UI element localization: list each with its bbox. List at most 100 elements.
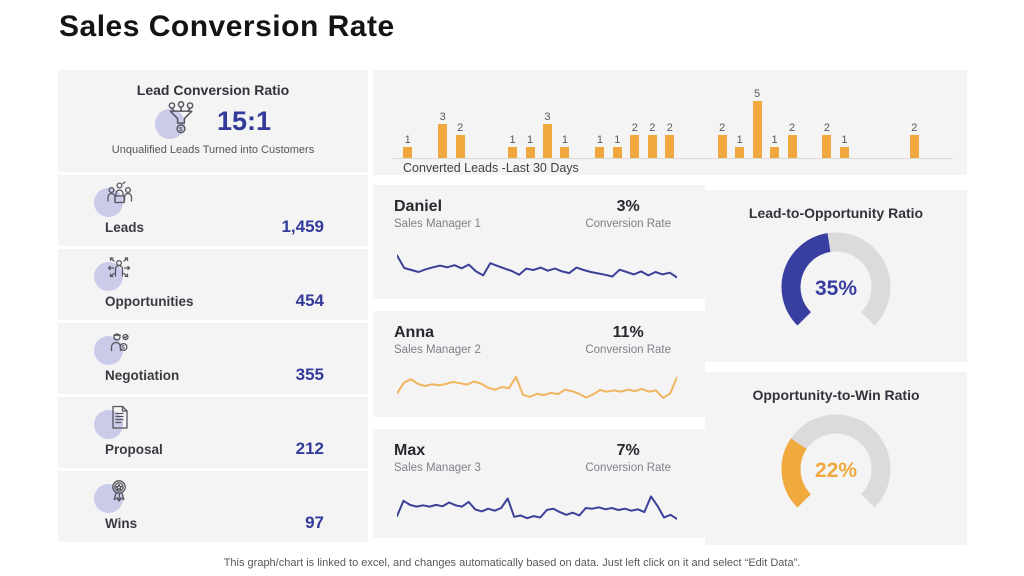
manager-card-max: Max Sales Manager 3 7% Conversion Rate: [373, 429, 705, 538]
bar: [455, 135, 465, 158]
bar: [665, 135, 675, 158]
bar-value-label: 1: [509, 133, 516, 146]
stage-value: 454: [295, 291, 324, 310]
daniel-sparkline-chart[interactable]: [397, 248, 677, 290]
stage-value: 355: [295, 365, 324, 384]
manager-name: Max: [394, 442, 426, 459]
bar: [647, 135, 657, 158]
bar-value-label: 2: [631, 122, 638, 135]
bar-value-label: 5: [754, 88, 761, 100]
bar-value-label: 2: [719, 122, 726, 135]
lead-ratio-title: Lead Conversion Ratio: [136, 82, 290, 98]
bar-chart-caption: Converted Leads -Last 30 Days: [403, 161, 579, 175]
bar: [735, 146, 745, 158]
manager-name: Anna: [394, 324, 434, 341]
bar: [525, 146, 535, 158]
bar-value-label: 2: [823, 122, 831, 135]
bar: [630, 135, 640, 158]
gauge-value-text: 35%: [815, 277, 857, 300]
opportunity-to-win-gauge-panel: Opportunity-to-Win Ratio 22%: [705, 372, 967, 545]
opportunities-person-arrows-icon: [94, 253, 142, 295]
bar: [839, 146, 849, 158]
manager-rate: 3%: [616, 198, 640, 215]
manager-rate-label: Conversion Rate: [585, 344, 671, 356]
bar-value-label: 1: [404, 133, 411, 146]
manager-name: Daniel: [394, 198, 443, 215]
svg-text:$: $: [179, 127, 183, 133]
bar-chart-axis-line: [393, 158, 953, 159]
stage-label: Proposal: [105, 442, 163, 457]
stage-card-wins: Wins 97: [58, 471, 368, 542]
bar-value-label: 2: [911, 122, 918, 135]
bar-value-label: 1: [736, 133, 743, 146]
gauge-value-text: 22%: [815, 459, 857, 482]
stage-card-leads: Leads 1,459: [58, 175, 368, 246]
manager-card-anna: Anna Sales Manager 2 11% Conversion Rate: [373, 311, 705, 417]
bar: [403, 146, 413, 158]
bar-value-label: 2: [457, 122, 464, 135]
lead-conversion-ratio-card: Lead Conversion Ratio $ 15:1 Unqualified…: [58, 70, 368, 172]
bar: [612, 146, 622, 158]
bar-value-label: 3: [439, 110, 446, 123]
bar-value-label: 1: [841, 133, 848, 146]
bar: [595, 146, 605, 158]
bar-value-label: 1: [614, 133, 621, 146]
stage-value: 97: [305, 513, 324, 532]
leads-people-icon: [94, 179, 142, 221]
bar-value-label: 2: [666, 122, 673, 135]
negotiation-businessman-icon: $: [94, 327, 142, 369]
bar-value-label: 3: [544, 110, 551, 123]
manager-role: Sales Manager 3: [394, 462, 481, 474]
manager-card-daniel: Daniel Sales Manager 1 3% Conversion Rat…: [373, 185, 705, 299]
gauge-value-arc: [781, 438, 812, 508]
stage-card-proposal: Proposal 212: [58, 397, 368, 468]
stage-label: Wins: [105, 516, 138, 531]
stage-label: Leads: [105, 220, 145, 235]
stage-value: 212: [295, 439, 324, 458]
opportunity-to-win-gauge-chart[interactable]: 22%: [775, 406, 897, 528]
bar-value-label: 1: [596, 133, 603, 146]
gauge-title: Opportunity-to-Win Ratio: [752, 387, 920, 403]
manager-rate-label: Conversion Rate: [585, 462, 671, 474]
proposal-document-icon: [94, 401, 142, 443]
bar: [508, 146, 518, 158]
funnel-stats-column: Lead Conversion Ratio $ 15:1 Unqualified…: [58, 70, 368, 542]
lead-to-opportunity-gauge-chart[interactable]: 35%: [775, 224, 897, 346]
stage-card-opportunities: Opportunities 454: [58, 249, 368, 320]
bar: [909, 135, 919, 158]
page-title: Sales Conversion Rate: [59, 10, 395, 43]
svg-text:$: $: [122, 345, 125, 351]
bar-value-label: 2: [649, 122, 656, 135]
bar: [752, 101, 762, 158]
manager-role: Sales Manager 2: [394, 344, 481, 356]
funnel-dollar-icon: $: [154, 99, 205, 143]
lead-ratio-value: 15:1: [216, 105, 272, 136]
manager-rate: 7%: [616, 442, 640, 459]
excel-link-note: This graph/chart is linked to excel, and…: [223, 557, 801, 569]
bar: [770, 146, 780, 158]
bar-value-label: 1: [526, 133, 534, 146]
bar: [787, 135, 797, 158]
wins-award-icon: [94, 475, 142, 517]
gauge-value-arc: [781, 233, 831, 326]
bar: [822, 135, 832, 158]
max-sparkline-chart[interactable]: [397, 487, 677, 529]
bar: [717, 135, 727, 158]
bar: [542, 123, 552, 158]
stage-label: Opportunities: [105, 294, 194, 309]
stage-value: 1,459: [281, 217, 324, 236]
bar-value-label: 1: [771, 133, 778, 146]
manager-role: Sales Manager 1: [394, 218, 481, 230]
bar: [438, 123, 448, 158]
bar-value-label: 1: [561, 133, 569, 146]
lead-to-opportunity-gauge-panel: Lead-to-Opportunity Ratio 35%: [705, 190, 967, 362]
manager-rate-label: Conversion Rate: [585, 218, 671, 230]
stage-label: Negotiation: [105, 368, 180, 383]
stage-card-negotiation: $ Negotiation 355: [58, 323, 368, 394]
anna-sparkline-chart[interactable]: [397, 366, 677, 408]
bar: [560, 146, 570, 158]
gauge-title: Lead-to-Opportunity Ratio: [748, 205, 924, 221]
